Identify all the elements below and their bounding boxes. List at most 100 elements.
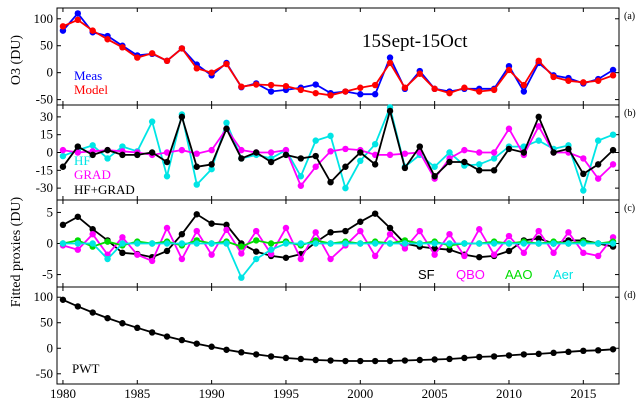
data-point-model	[327, 92, 334, 99]
data-point-hf-grad	[74, 143, 82, 150]
data-point-qbo	[490, 251, 498, 258]
data-point-meas	[74, 10, 82, 17]
data-point-qbo	[148, 257, 156, 265]
y-tick-label: -30	[36, 180, 53, 195]
data-point-aer	[163, 240, 171, 247]
x-axis: 1980 1985 1990 1995 2000 2005 2010 2015	[50, 386, 596, 399]
data-point-grad	[386, 151, 394, 159]
data-point-hf-grad	[461, 158, 468, 166]
data-point-hf-grad	[446, 158, 453, 166]
data-point-aer	[371, 240, 379, 247]
data-point-sf	[74, 213, 82, 220]
data-point-qbo	[565, 229, 572, 236]
data-point-sf	[193, 211, 200, 218]
data-point-aer	[386, 240, 394, 247]
x-tick-label: 2010	[496, 386, 522, 399]
data-point-hf	[104, 155, 111, 162]
data-point-model	[371, 81, 379, 89]
data-point-aer	[520, 240, 528, 247]
data-point-sf	[476, 253, 483, 261]
data-point-model	[178, 45, 186, 52]
data-point-pwt	[119, 320, 126, 327]
data-point-qbo	[371, 252, 379, 260]
data-point-model	[253, 81, 260, 88]
data-point-sf	[89, 226, 96, 233]
data-point-aer	[134, 240, 141, 247]
data-point-grad	[609, 161, 617, 168]
data-point-aer	[148, 240, 156, 247]
data-point-hf	[312, 137, 319, 144]
data-point-sf	[282, 254, 290, 261]
data-point-grad	[476, 149, 483, 156]
panel-label: (a)	[624, 11, 635, 22]
data-point-hf	[163, 173, 171, 180]
data-point-meas	[386, 54, 394, 61]
data-point-hf	[431, 163, 438, 170]
data-point-aer	[476, 240, 483, 247]
panel-frame	[56, 286, 620, 385]
data-point-qbo	[386, 230, 394, 238]
data-point-grad	[505, 125, 513, 132]
data-point-pwt	[282, 354, 290, 362]
data-point-meas	[312, 81, 319, 88]
data-point-qbo	[431, 251, 438, 258]
data-point-sf	[223, 221, 230, 229]
data-point-hf	[357, 157, 364, 165]
data-point-pwt	[416, 356, 423, 364]
data-point-pwt	[267, 353, 275, 360]
data-point-qbo	[223, 226, 230, 234]
data-point-model	[535, 57, 542, 65]
data-point-grad	[178, 146, 186, 154]
data-point-sf	[178, 230, 186, 238]
data-point-aao	[104, 238, 111, 245]
data-point-hf	[208, 165, 215, 173]
y-tick-label: -50	[36, 366, 53, 381]
data-point-qbo	[535, 227, 542, 235]
data-point-hf-grad	[282, 151, 290, 159]
data-point-hf-grad	[565, 145, 572, 153]
data-point-grad	[282, 146, 290, 154]
data-point-aao	[238, 243, 245, 250]
data-point-hf-grad	[238, 155, 245, 162]
legend-hf: HF	[74, 153, 91, 168]
data-point-pwt	[386, 357, 394, 365]
legend-grad: GRAD	[74, 167, 111, 182]
data-point-grad	[401, 150, 409, 157]
data-point-aer	[119, 240, 126, 247]
data-point-hf-grad	[297, 155, 305, 162]
data-point-qbo	[580, 249, 587, 257]
data-point-model	[490, 86, 498, 94]
x-tick-label: 1995	[273, 386, 299, 399]
panel-b: 30 15 0 -15 -30 (b)	[36, 104, 636, 201]
data-point-pwt	[520, 351, 528, 358]
y-tick-label: -5	[42, 267, 53, 282]
data-point-grad	[238, 146, 245, 154]
data-point-meas	[520, 88, 528, 95]
x-tick-label: 1980	[50, 386, 76, 399]
data-point-model	[476, 88, 483, 95]
data-point-sf	[431, 245, 438, 252]
x-tick-label: 1985	[124, 386, 150, 399]
data-point-sf	[386, 224, 394, 232]
data-point-hf-grad	[208, 161, 215, 168]
data-point-pwt	[446, 355, 453, 363]
data-point-hf-grad	[59, 163, 67, 170]
data-point-model	[89, 27, 96, 34]
legend-aer: Aer	[553, 267, 574, 282]
data-point-qbo	[119, 234, 126, 241]
data-point-pwt	[431, 356, 438, 363]
data-point-model	[609, 72, 617, 79]
data-point-pwt	[74, 303, 82, 310]
data-point-grad	[580, 155, 587, 162]
y-tick-label: -50	[36, 92, 53, 107]
data-point-aer	[178, 240, 186, 247]
data-point-aer	[104, 255, 111, 263]
data-point-aer	[505, 240, 513, 247]
data-point-grad	[163, 149, 171, 156]
data-point-pwt	[59, 296, 67, 303]
data-point-qbo	[416, 227, 423, 235]
panels: 100500-50(a)30150-15-30(b)50-5(c)100500-…	[34, 7, 636, 385]
data-point-aer	[89, 240, 96, 247]
data-point-aer	[208, 240, 215, 247]
data-point-pwt	[594, 347, 602, 354]
